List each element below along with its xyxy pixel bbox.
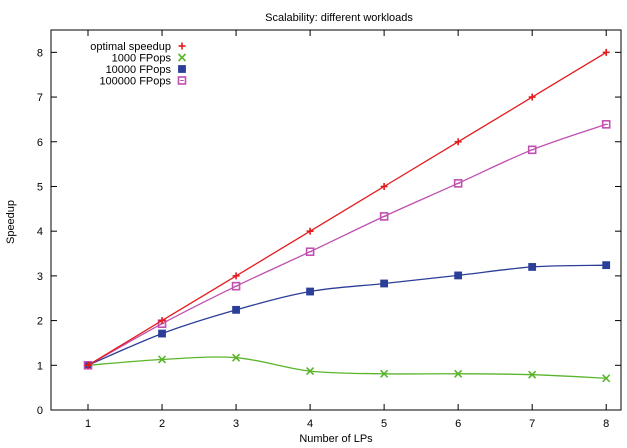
data-point <box>157 355 167 364</box>
data-point <box>601 120 611 129</box>
plot-area-frame <box>50 29 622 411</box>
data-point <box>380 279 389 288</box>
data-point <box>454 369 463 378</box>
series-layer <box>83 48 611 383</box>
data-point <box>602 374 611 383</box>
legend-item: optimal speedup <box>90 41 186 53</box>
legend-marker <box>177 53 187 62</box>
data-point <box>454 138 462 146</box>
legend-marker <box>177 76 187 85</box>
y-tick-label: 7 <box>37 92 43 104</box>
y-tick-label: 6 <box>37 137 43 149</box>
legend-marker <box>178 42 186 50</box>
legend-item: 100000 FPops <box>99 76 187 88</box>
y-tick-label: 4 <box>37 226 43 238</box>
y-axis: 0 1 2 3 4 5 6 7 8 <box>37 47 621 417</box>
series-1 <box>83 353 611 383</box>
data-point <box>602 261 611 270</box>
x-axis-label: Number of LPs <box>299 433 373 445</box>
legend-label: 10000 FPops <box>106 64 172 76</box>
data-point <box>528 263 537 271</box>
x-tick-label: 8 <box>603 418 609 430</box>
data-point <box>305 247 315 257</box>
legend-marker <box>178 65 186 73</box>
data-point <box>380 369 389 378</box>
data-point <box>380 182 388 190</box>
y-tick-label: 8 <box>37 47 43 59</box>
legend-label: 100000 FPops <box>99 76 171 88</box>
x-tick-label: 3 <box>233 418 239 430</box>
data-point <box>527 145 537 155</box>
x-tick-label: 6 <box>455 418 461 430</box>
data-point <box>454 271 463 280</box>
legend-item: 1000 FPops <box>112 53 187 65</box>
data-point <box>602 48 610 56</box>
legend-label: 1000 FPops <box>112 53 172 65</box>
x-tick-label: 7 <box>529 418 535 430</box>
series-line <box>87 123 607 366</box>
series-line <box>87 356 607 379</box>
legend-label: optimal speedup <box>90 41 171 53</box>
data-point <box>453 179 463 188</box>
x-tick-label: 1 <box>85 418 91 430</box>
data-point <box>231 353 241 362</box>
data-point <box>306 227 314 235</box>
y-tick-label: 0 <box>37 405 43 417</box>
data-point <box>306 367 315 376</box>
data-point <box>379 212 389 221</box>
series-0 <box>84 48 610 369</box>
data-point <box>306 287 314 296</box>
x-tick-label: 2 <box>159 418 165 430</box>
y-tick-label: 3 <box>37 271 43 283</box>
data-point <box>528 370 537 379</box>
x-tick-label: 4 <box>307 418 313 430</box>
series-line <box>87 264 607 366</box>
data-point <box>158 329 166 338</box>
y-axis-label: Speedup <box>5 200 17 244</box>
data-point <box>84 361 92 369</box>
y-tick-label: 5 <box>37 181 43 193</box>
data-point <box>528 93 536 101</box>
x-axis: 1 2 3 4 5 6 7 8 <box>85 30 609 430</box>
y-tick-label: 2 <box>37 316 43 328</box>
data-point <box>232 305 240 314</box>
data-point <box>158 317 166 325</box>
chart-title: Scalability: different workloads <box>265 12 413 24</box>
data-point <box>232 272 240 280</box>
x-tick-label: 5 <box>381 418 387 430</box>
data-point <box>231 281 241 291</box>
series-line <box>87 51 607 366</box>
legend-item: 10000 FPops <box>106 64 186 76</box>
series-2 <box>84 261 611 370</box>
y-tick-label: 1 <box>37 360 43 372</box>
